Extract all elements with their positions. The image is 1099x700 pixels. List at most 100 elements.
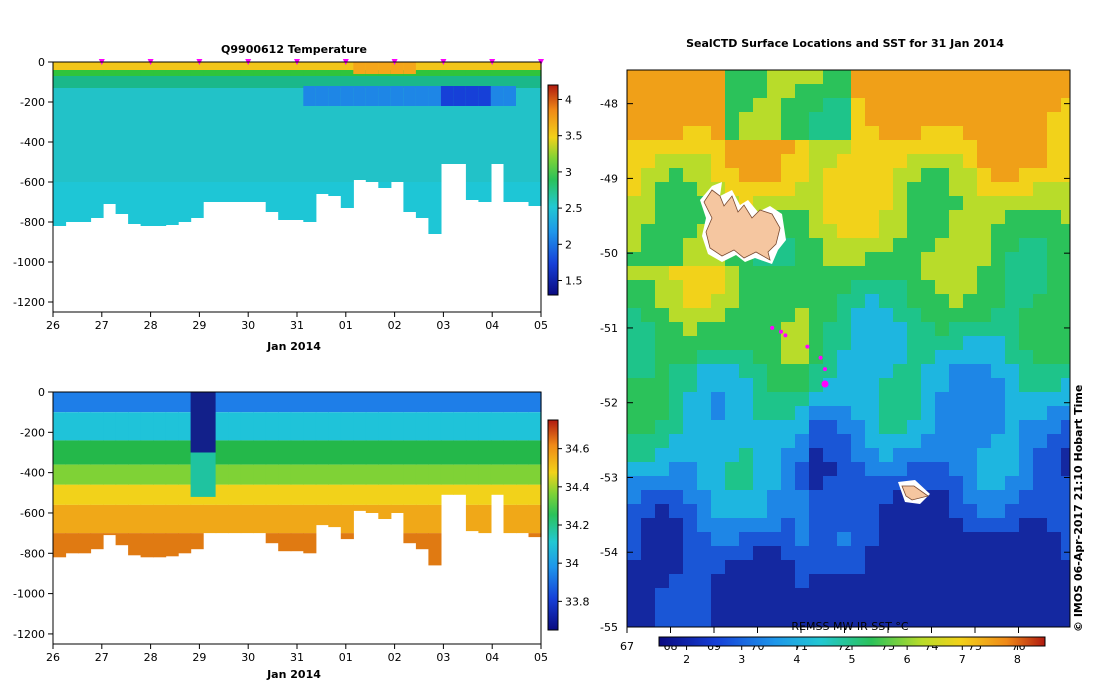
sst-cell: [697, 126, 711, 140]
sst-cell: [655, 70, 669, 84]
sst-cell: [935, 406, 949, 420]
sst-cell: [711, 546, 725, 560]
sst-cell: [823, 476, 837, 490]
sst-cell: [865, 602, 879, 616]
sst-cell: [977, 588, 991, 602]
map-frame: [626, 69, 1071, 628]
sst-cell: [921, 98, 935, 112]
sst-cell: [935, 504, 949, 518]
sst-cell: [837, 532, 851, 546]
sal-profile-cell: [165, 504, 179, 534]
sal-profile-cell: [215, 464, 229, 485]
sst-cell: [795, 266, 809, 280]
sst-cell: [865, 532, 879, 546]
sst-cell: [641, 518, 655, 532]
sst-cell: [823, 280, 837, 294]
sst-cell: [1005, 280, 1019, 294]
sst-cell: [1033, 518, 1047, 532]
sal-profile-cell: [65, 412, 79, 441]
sst-cell: [711, 602, 725, 616]
sst-cell: [627, 504, 641, 518]
sal-profile-cell: [240, 484, 254, 505]
sst-cell: [725, 434, 739, 448]
map-title: SealCTD Surface Locations and SST for 31…: [686, 37, 1004, 50]
sal-profile-cell: [103, 533, 117, 536]
sst-cell: [697, 504, 711, 518]
sst-cell: [865, 266, 879, 280]
sal-profile-cell: [240, 392, 254, 413]
sal-profile-cell: [365, 484, 379, 505]
sst-cell: [767, 350, 781, 364]
sst-cell: [851, 182, 865, 196]
sst-cell: [879, 420, 893, 434]
imos-credit: © IMOS 06-Apr-2017 21:10 Hobart Time: [1072, 385, 1085, 632]
sst-cell: [1047, 252, 1061, 266]
sst-cell: [795, 252, 809, 266]
sal-profile-cell: [78, 464, 92, 485]
sst-cell: [683, 532, 697, 546]
sst-cell: [1047, 616, 1061, 627]
temp-profile-cell: [165, 182, 179, 225]
temp-cold-core: [328, 86, 341, 106]
sal-profile-cell: [78, 412, 92, 441]
sal-profile-cell: [428, 392, 442, 413]
sal-profile-cell: [103, 412, 117, 441]
sst-cell: [921, 546, 935, 560]
sst-cell: [655, 266, 669, 280]
temp-profile-cell: [465, 76, 479, 88]
sst-cell: [1019, 420, 1033, 434]
sst-cell: [1061, 406, 1070, 420]
sst-cell: [851, 420, 865, 434]
sst-cell: [627, 518, 641, 532]
sst-cell: [977, 616, 991, 627]
sst-cell: [627, 602, 641, 616]
sst-cell: [837, 196, 851, 210]
sst-cell: [851, 154, 865, 168]
sst-cell: [949, 364, 963, 378]
sal-profile-cell: [90, 412, 104, 441]
sst-cell: [823, 70, 837, 84]
sal-profile-cell: [440, 464, 454, 485]
sst-cell: [949, 392, 963, 406]
sal-profile-cell: [478, 440, 492, 465]
sst-cell: [767, 112, 781, 126]
sst-cell: [1047, 392, 1061, 406]
sst-cell: [753, 154, 767, 168]
sst-cell: [991, 462, 1005, 476]
sst-cell: [837, 378, 851, 392]
sal-profile-cell: [190, 504, 204, 534]
temp-profile-cell: [203, 76, 217, 88]
sst-cell: [1033, 112, 1047, 126]
sst-cell: [1005, 406, 1019, 420]
sst-cell: [697, 490, 711, 504]
sst-cell: [851, 126, 865, 140]
sst-cell: [739, 574, 753, 588]
temp-profile-cell: [215, 182, 229, 202]
sst-cell: [767, 532, 781, 546]
sst-cell: [697, 560, 711, 574]
sst-cell: [683, 280, 697, 294]
sst-cell: [655, 322, 669, 336]
sst-cell: [697, 420, 711, 434]
sst-cell: [809, 378, 823, 392]
sst-cell: [1047, 182, 1061, 196]
sal-profile-cell: [178, 504, 192, 534]
sst-cell: [879, 280, 893, 294]
sst-cell: [935, 448, 949, 462]
temp-cold-core: [465, 86, 479, 106]
sst-cell: [935, 196, 949, 210]
sst-cell: [1019, 210, 1033, 224]
sst-cell: [851, 308, 865, 322]
temp-profile-cell: [378, 76, 392, 88]
sst-cell: [739, 140, 753, 154]
sst-cell: [837, 154, 851, 168]
sal-profile-cell: [465, 484, 479, 505]
sst-cell: [837, 602, 851, 616]
sst-cell: [949, 350, 963, 364]
sst-cell: [935, 434, 949, 448]
sst-cell: [1019, 504, 1033, 518]
sst-cell: [893, 308, 907, 322]
x-tick-label: 30: [241, 319, 255, 332]
sst-cell: [879, 434, 893, 448]
sst-cell: [865, 518, 879, 532]
